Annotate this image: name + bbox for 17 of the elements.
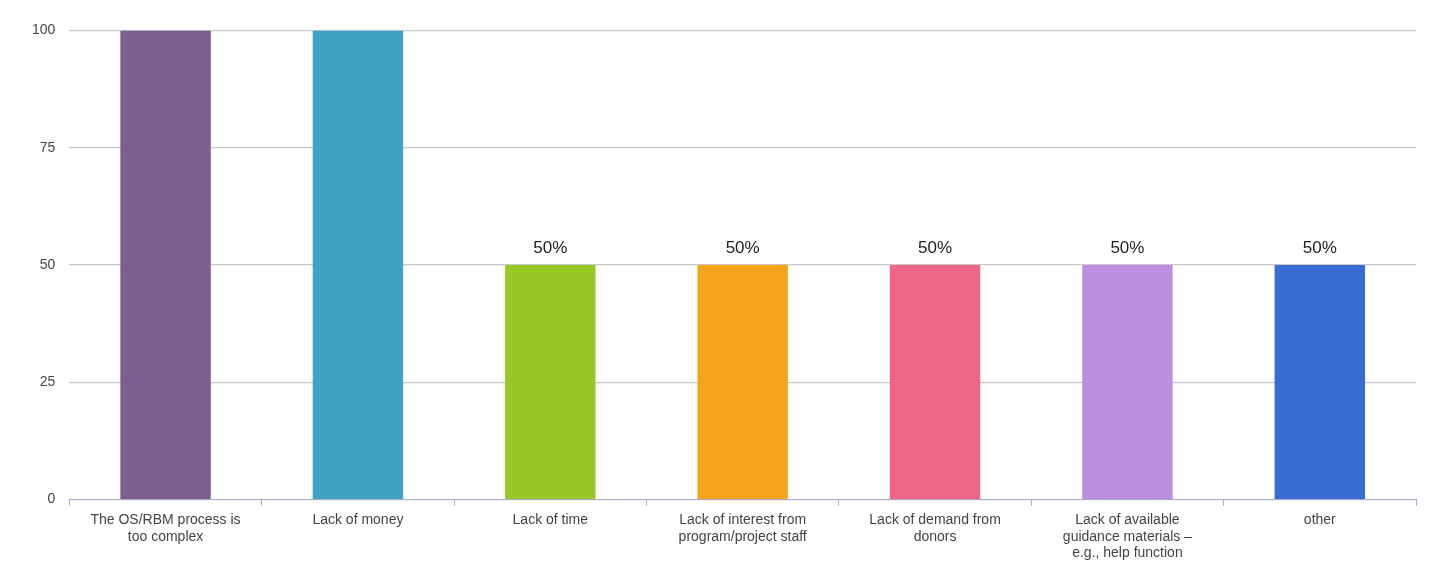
y-tick-label: 75 bbox=[39, 138, 56, 155]
y-tick-label: 0 bbox=[47, 490, 56, 507]
data-label: 50% bbox=[1110, 238, 1145, 258]
y-tick-label: 25 bbox=[39, 373, 56, 390]
x-tick-label: Lack of money bbox=[312, 510, 404, 527]
x-tick-label: Lack of demand from donors bbox=[869, 510, 1001, 544]
y-tick-label: 100 bbox=[32, 21, 56, 38]
data-label: 50% bbox=[1302, 238, 1337, 258]
x-tick-label: Lack of time bbox=[512, 510, 589, 527]
data-label: 50% bbox=[725, 238, 760, 258]
x-tick-label: other bbox=[1303, 510, 1337, 527]
x-tick-label: The OS/RBM process is too complex bbox=[90, 510, 241, 544]
y-tick-label: 50 bbox=[39, 255, 56, 272]
x-tick-label: Lack of available guidance materials – e.g., help function bbox=[1062, 510, 1193, 561]
data-label: 50% bbox=[533, 238, 568, 258]
data-label: 50% bbox=[918, 238, 953, 258]
x-tick-label: Lack of interest from program/project staff bbox=[678, 510, 807, 544]
